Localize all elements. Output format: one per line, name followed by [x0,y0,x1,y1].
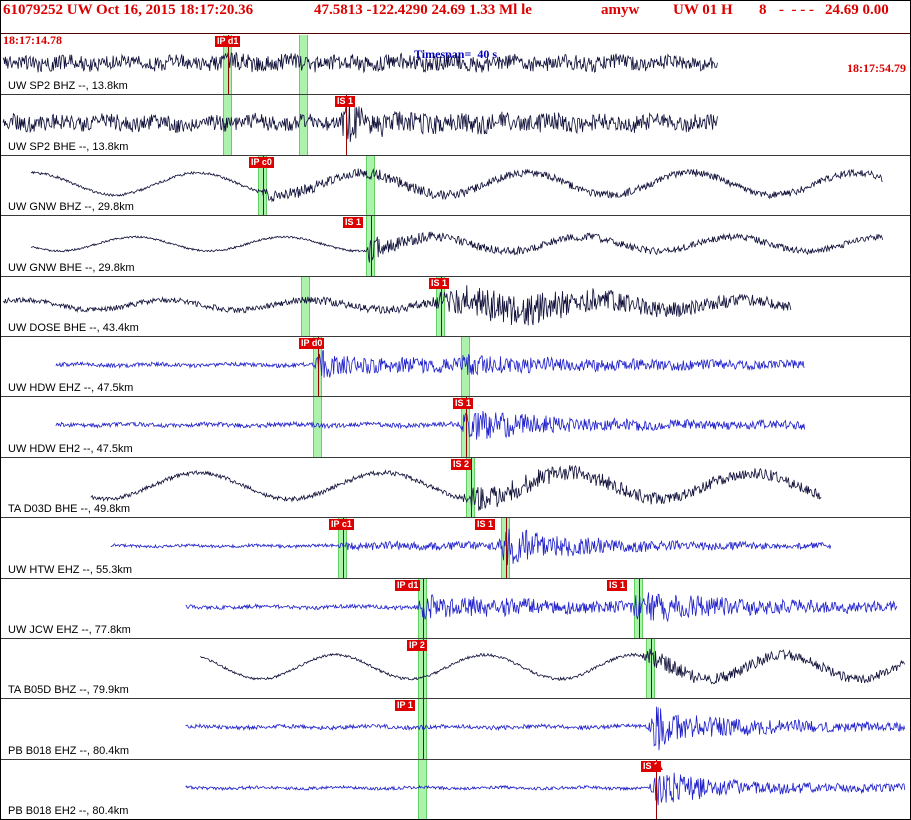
waveform [55,349,805,378]
trace-row[interactable]: IS 1 UW HDW EH2 --, 47.5km [1,397,910,458]
pick-line[interactable] [651,638,652,699]
waveform [2,101,718,143]
pick-label[interactable]: IS 1 [343,217,364,229]
header-line2: 18:17:14.78 Timespan= 40 s 18:17:54.79 [1,19,910,75]
trace-row[interactable]: IS 2 TA D03D BHE --, 49.8km [1,457,910,519]
pick-window[interactable] [299,95,308,155]
station-label: UW SP2 BHZ --, 13.8km [8,80,128,93]
waveform [30,167,883,203]
pick-line[interactable] [471,457,472,518]
waveform [185,706,906,751]
waveform [185,772,906,805]
station-label: UW HDW EH2 --, 47.5km [8,442,133,455]
trace-row[interactable]: IP d1 UW SP2 BHZ --, 13.8km [1,35,910,96]
window-end-time: 18:17:54.79 [847,61,906,75]
header-line1: 61079252 UW Oct 16, 2015 18:17:20.36 47.… [1,1,910,19]
pick-line[interactable] [318,336,319,397]
pick-label[interactable]: IS 1 [475,519,496,531]
trace-row[interactable]: IS 1 UW GNW BHE --, 29.8km [1,216,910,277]
station-label: UW GNW BHZ --, 29.8km [8,201,134,214]
trace-row[interactable]: IP c0 UW GNW BHZ --, 29.8km [1,155,910,217]
network-source: UW 01 H [673,2,733,18]
pick-window[interactable] [418,759,427,820]
pick-line[interactable] [423,699,424,759]
pick-line[interactable] [466,397,467,457]
station-label: UW DOSE BHE --, 43.4km [8,321,139,334]
station-label: UW GNW BHE --, 29.8km [8,261,135,274]
trace-row[interactable]: IP c1 IS 1 UW HTW EHZ --, 55.3km [1,518,910,579]
station-label: TA B05D BHZ --, 79.9km [8,684,129,697]
trace-row[interactable]: IP 1 PB B018 EHZ --, 80.4km [1,699,910,760]
pick-window[interactable] [366,216,375,276]
pick-label[interactable]: IS 1 [335,96,356,108]
pick-label[interactable]: IS 2 [451,458,472,470]
pick-label[interactable]: IS 1 [453,398,474,410]
pick-window[interactable] [301,276,310,336]
station-label: UW SP2 BHE --, 13.8km [8,140,129,153]
station-label: UW HDW EHZ --, 47.5km [8,382,134,395]
pick-label[interactable]: IP d0 [299,337,325,349]
waveform [2,52,718,74]
waveform [30,231,884,263]
depth-rms: 24.69 0.00 [825,2,889,18]
analyst-name: amyw [601,2,640,18]
selected-pick-marker-icon [653,760,663,770]
pick-line[interactable] [228,35,229,95]
waveform [110,528,832,566]
pick-line[interactable] [343,518,344,578]
pick-line[interactable] [506,518,507,578]
station-label: PB B018 EHZ --, 80.4km [8,744,130,757]
pick-window[interactable] [466,457,475,518]
pick-label[interactable]: IS 1 [607,579,628,591]
trace-row[interactable]: IP d0 UW HDW EHZ --, 47.5km [1,336,910,398]
pick-line[interactable] [639,578,640,638]
pick-window[interactable] [338,518,347,578]
pick-window[interactable] [366,155,375,216]
waveform [55,411,806,440]
station-label: UW HTW EHZ --, 55.3km [8,563,133,576]
event-summary: 61079252 UW Oct 16, 2015 18:17:20.36 [3,2,254,18]
pick-line[interactable] [423,638,424,699]
timespan-label: Timespan= 40 s [414,47,497,61]
pick-window[interactable] [258,155,267,216]
trace-row[interactable]: IS 1 UW SP2 BHE --, 13.8km [1,95,910,156]
event-location: 47.5813 -122.4290 24.69 1.33 Ml le [314,2,532,18]
pick-label[interactable]: IP 1 [395,700,415,712]
pick-line[interactable] [441,276,442,336]
waveform [2,284,792,325]
pick-window[interactable] [646,638,655,699]
pick-line[interactable] [423,578,424,638]
pick-label[interactable]: IP d1 [215,36,241,47]
trace-row[interactable]: IS 1 UW DOSE BHE --, 43.4km [1,276,910,337]
trace-row[interactable]: IS 2 PB B018 EH2 --, 80.4km [1,759,910,820]
waveform [185,591,898,623]
pick-label[interactable]: IP 2 [407,639,427,651]
pick-line[interactable] [371,216,372,276]
pick-window[interactable] [313,397,322,457]
pick-line[interactable] [346,95,347,155]
pick-label[interactable]: IP c0 [249,156,274,168]
station-label: UW JCW EHZ --, 77.8km [8,623,131,636]
trace-row[interactable]: IP 2 TA B05D BHZ --, 79.9km [1,638,910,700]
trace-panel: IP d1 UW SP2 BHZ --, 13.8km IS 1 UW SP2 BHE… [1,35,910,820]
station-count: 8 [759,2,767,18]
waveform [200,648,905,685]
trace-row[interactable]: IP d1 IS 1 UW JCW EHZ --, 77.8km [1,578,910,639]
pick-window[interactable] [223,35,232,95]
pick-window[interactable] [461,397,470,457]
pick-label[interactable]: IP c1 [329,519,354,531]
pick-line[interactable] [263,155,264,216]
pick-line[interactable] [656,759,657,820]
status-flags: - - - - [779,2,814,18]
station-label: TA D03D BHE --, 49.8km [8,503,131,516]
pick-label[interactable]: IP d1 [395,579,421,591]
pick-window[interactable] [418,638,427,699]
station-label: PB B018 EH2 --, 80.4km [8,805,129,818]
pick-label[interactable]: IS 1 [429,277,450,289]
window-start-time: 18:17:14.78 [3,33,62,47]
waveform [90,464,822,511]
